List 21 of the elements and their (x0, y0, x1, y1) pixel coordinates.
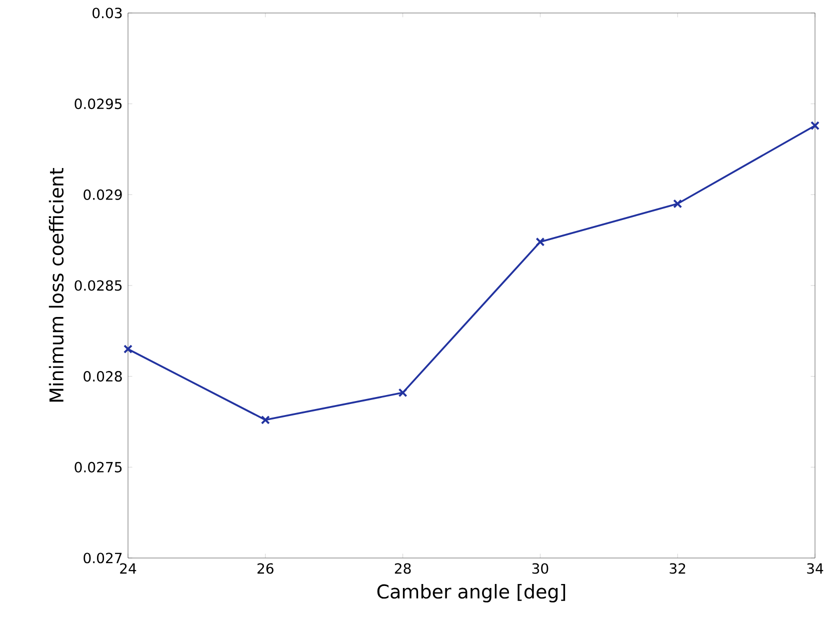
point (673, 199, 682, 208)
y-tick-label: 0.0295 (74, 98, 122, 110)
y-tick-label: 0.028 (84, 371, 122, 382)
y-tick-label: 0.03 (92, 8, 122, 18)
y-tick-label: 0.027 (84, 552, 122, 564)
y-axis-title: Minimum loss coefficient (48, 168, 64, 402)
point (123, 344, 133, 354)
x-tick-label: 34 (807, 563, 824, 574)
x-tick-label: 30 (532, 563, 548, 574)
y-tick-label: 0.0285 (74, 280, 122, 291)
y-tick-label: 0.029 (84, 189, 122, 200)
point (536, 237, 545, 246)
x-axis-title: Camber angle [deg] (377, 584, 566, 602)
x-tick-label: 28 (394, 563, 411, 574)
point (810, 121, 820, 130)
x-tick-label: 24 (120, 563, 136, 574)
y-tick-label: 0.0275 (74, 462, 122, 472)
x-tick-label: 32 (670, 563, 686, 574)
point (398, 388, 408, 398)
point (260, 415, 270, 424)
x-tick-label: 26 (258, 563, 274, 574)
